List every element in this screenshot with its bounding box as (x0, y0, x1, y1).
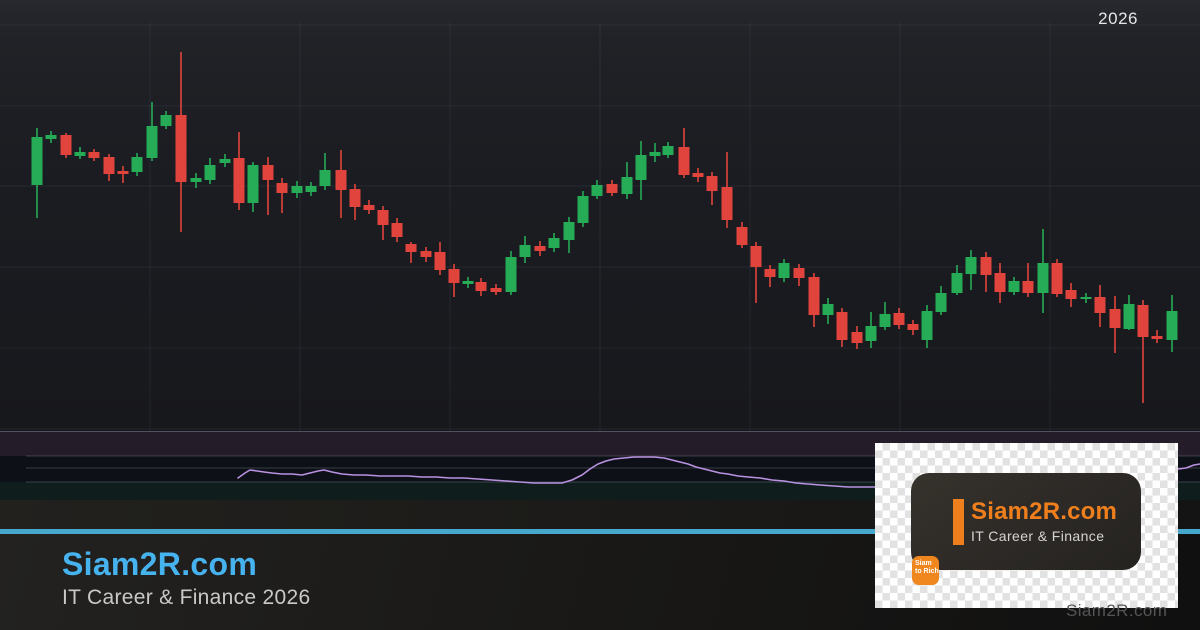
brand-subtitle: IT Career & Finance 2026 (62, 586, 311, 609)
badge-line1: Siam (915, 560, 932, 567)
cyan-divider-line (0, 529, 1200, 534)
logo-text-block: Siam2R.com IT Career & Finance (971, 498, 1118, 545)
logo-card-subtitle: IT Career & Finance (971, 528, 1105, 544)
brand-title: Siam2R.com (62, 546, 258, 582)
logo-accent-bar (953, 498, 964, 545)
year-label: 2026 (1098, 9, 1138, 28)
badge-line2: to Rich (915, 568, 939, 575)
candlestick-chart (0, 0, 1200, 431)
candlestick-svg (0, 22, 1200, 431)
siam-to-rich-badge: Siam to Rich (912, 556, 939, 585)
logo-card-inner: Siam2R.com IT Career & Finance (911, 473, 1141, 570)
logo-card-title: Siam2R.com (971, 498, 1118, 525)
watermark-text: Siam2R.com (1066, 601, 1168, 620)
